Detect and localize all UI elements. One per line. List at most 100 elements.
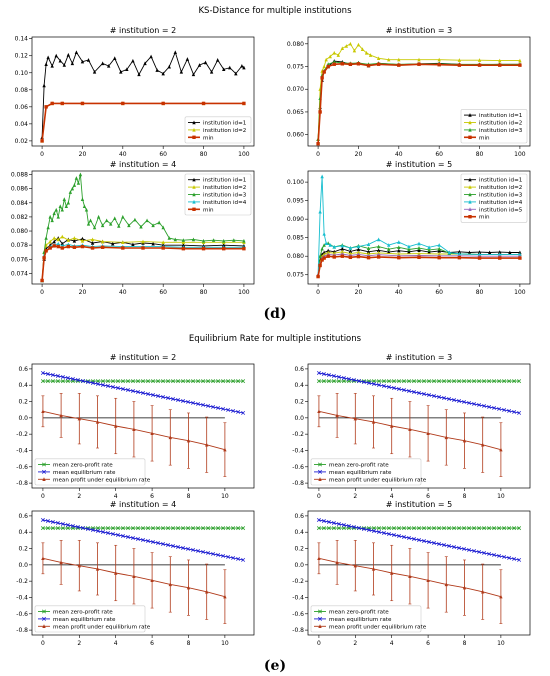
data-point [371,528,376,533]
data-point [368,53,373,57]
data-point [236,556,241,561]
data-point [332,251,336,255]
data-point [381,383,386,388]
data-point [326,248,330,253]
data-point [100,529,105,534]
y-tick-label: 0.2 [294,399,304,406]
data-point [391,532,396,537]
data-point [121,246,125,250]
data-point [50,218,54,223]
data-point [66,200,71,205]
y-tick-label: 0.4 [18,529,28,536]
plot-frame [31,170,255,285]
y-tick-label: 0.084 [11,200,28,207]
data-point [209,69,214,74]
data-point [216,379,221,384]
legend-marker [468,177,472,182]
data-point [70,523,75,528]
data-point [417,62,421,66]
data-point [40,379,45,384]
data-point [376,379,381,384]
data-point [316,517,321,522]
data-point [437,249,441,253]
series-line [41,237,244,281]
data-point [191,72,196,77]
data-point [376,255,381,259]
y-tick-label: 0.080 [11,228,28,235]
data-point [171,379,176,384]
data-point [340,246,345,251]
y-tick-label: 0.080 [287,41,304,48]
data-point [231,408,236,413]
data-point [402,534,406,539]
series-3 [41,393,227,477]
legend-label: institution id=1 [479,178,523,184]
chart-panel-3: # institution = 4 0 20 40 60 80 100 0.074 0.076 0… [11,160,255,296]
data-point [472,548,477,553]
data-point [386,379,391,384]
data-point [50,526,55,531]
data-point [44,62,48,66]
data-point [407,535,411,540]
data-point [322,70,326,74]
x-tick-label: 60 [435,289,443,296]
data-point [322,256,326,260]
data-point [68,190,73,194]
data-point [45,526,50,531]
y-tick-label: 0.4 [294,382,304,389]
data-point [499,447,503,452]
data-point [331,379,336,384]
data-point [480,589,485,594]
data-point [88,218,93,223]
data-point [74,176,79,180]
data-point [397,240,401,244]
data-point [151,539,155,544]
data-point [371,419,376,424]
y-tick-label: -0.4 [16,594,28,601]
y-tick-label: 0.080 [287,253,304,260]
legend-marker [42,462,46,467]
data-point [228,65,232,70]
legend-label: institution id=4 [203,200,247,206]
legend-marker [468,113,472,117]
data-point [141,390,145,395]
data-point [203,60,208,65]
data-point [201,246,206,251]
data-point [364,50,369,55]
data-point [211,526,216,531]
figure-d-caption: (d) [263,306,286,322]
data-point [462,526,467,531]
data-point [131,388,135,393]
y-tick-label: 0.2 [18,399,28,406]
data-point [166,542,171,547]
data-point [386,531,391,536]
data-point [390,424,394,428]
data-point [136,389,140,394]
data-point [517,379,522,384]
data-point [110,384,115,389]
legend-marker [192,199,196,204]
data-point [161,379,165,384]
data-point [417,390,421,395]
data-point [487,551,492,556]
data-point [397,526,401,531]
plot-frame [307,170,531,285]
x-tick-label: 8 [187,493,191,500]
data-point [462,546,467,551]
data-point [371,526,376,531]
data-point [336,374,341,379]
data-point [48,246,52,250]
data-point [412,526,416,531]
panel-title: # institution = 4 [110,160,176,169]
data-point [316,379,321,384]
data-point [356,247,361,252]
plot-frame [31,510,255,636]
x-tick-label: 40 [395,151,403,158]
data-point [201,101,206,106]
legend-label: institution id=2 [479,121,522,127]
data-point [46,225,50,230]
data-point [125,67,129,72]
data-point [502,379,507,384]
data-point [322,243,326,247]
